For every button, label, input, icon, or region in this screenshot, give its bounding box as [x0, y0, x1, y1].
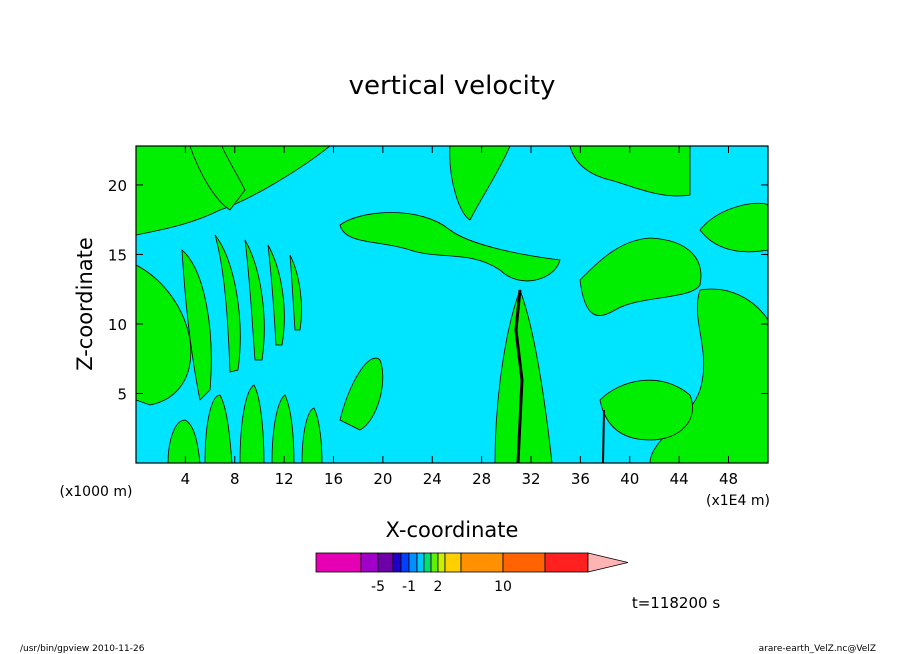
contour-region [239, 384, 265, 463]
colorbar-tick-label: 10 [494, 579, 512, 595]
y-unit-note: (x1000 m) [60, 484, 133, 500]
colorbar-segment [416, 552, 425, 573]
y-tick-label: 5 [117, 385, 127, 403]
x-tick-label: 44 [670, 470, 689, 488]
colorbar-tick-label: -1 [402, 579, 416, 595]
contour-region [699, 202, 768, 253]
x-tick-label: 20 [373, 470, 392, 488]
x-tick-label: 12 [275, 470, 294, 488]
contour-region [569, 146, 691, 197]
x-tick-label: 16 [324, 470, 343, 488]
contour-line [514, 289, 524, 463]
colorbar-segment [437, 552, 446, 573]
x-tick-label: 40 [620, 470, 639, 488]
x-tick-label: 48 [719, 470, 738, 488]
colorbar-segment [502, 552, 546, 573]
colorbar-segment [377, 552, 394, 573]
x-tick-label: 32 [521, 470, 540, 488]
contour-line [602, 409, 605, 463]
colorbar-segment [360, 552, 379, 573]
x-tick-label: 28 [472, 470, 491, 488]
colorbar-segment [544, 552, 589, 573]
y-tick-label: 15 [108, 246, 127, 264]
contour-regions [136, 146, 768, 463]
contour-region [204, 394, 233, 463]
colorbar: -5 -1 2 10 [315, 552, 629, 595]
contour-region [244, 239, 265, 361]
colorbar-tick-label: -5 [371, 579, 385, 595]
colorbar-segment [423, 552, 432, 573]
contour-region [301, 407, 323, 463]
contour-region [339, 357, 384, 431]
footer-right: arare-earth_VelZ.nc@VelZ [759, 644, 876, 654]
colorbar-segment [430, 552, 439, 573]
contour-region [181, 249, 212, 401]
colorbar-segment [392, 552, 402, 573]
contour-region [267, 244, 285, 346]
contour-region [214, 234, 241, 373]
plot-frame [135, 145, 769, 464]
x-axis-label: X-coordinate [386, 518, 519, 542]
colorbar-tick-label: 2 [434, 579, 443, 595]
y-tick-label: 10 [108, 316, 127, 334]
colorbar-extension [587, 552, 629, 573]
contour-region [339, 212, 561, 282]
colorbar-segment [444, 552, 462, 573]
footer-left: /usr/bin/gpview 2010-11-26 [20, 644, 145, 654]
x-tick-label: 36 [571, 470, 590, 488]
colorbar-segment [315, 552, 362, 573]
contour-region [189, 146, 246, 211]
x-tick-label: 4 [181, 470, 191, 488]
colorbar-segment [400, 552, 410, 573]
x-tick-label: 24 [423, 470, 442, 488]
contour-region [449, 146, 511, 221]
contour-region [579, 237, 702, 316]
colorbar-segment [460, 552, 504, 573]
y-tick-label: 20 [108, 177, 127, 195]
y-axis-label: Z-coordinate [73, 237, 97, 371]
contour-region [271, 394, 295, 463]
x-tick-label: 8 [230, 470, 240, 488]
contour-region [167, 419, 201, 463]
x-unit-note: (x1E4 m) [706, 493, 770, 509]
chart-title: vertical velocity [349, 71, 556, 101]
time-label: t=118200 s [632, 594, 720, 612]
contour-region [289, 254, 302, 331]
contour-region [599, 379, 693, 441]
colorbar-segment [408, 552, 418, 573]
